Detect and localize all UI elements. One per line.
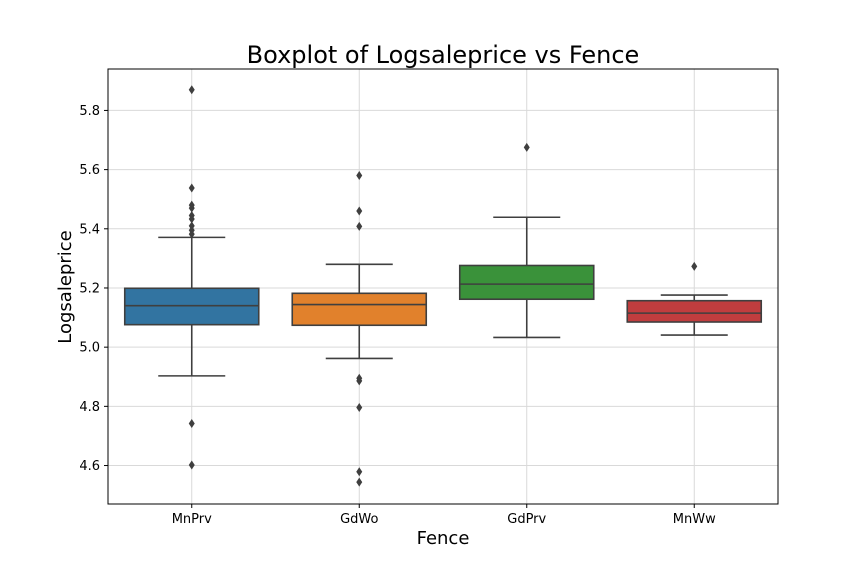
outlier-point	[691, 261, 698, 271]
y-tick-label: 4.6	[79, 459, 100, 474]
x-axis-label: Fence	[417, 528, 470, 549]
y-tick-label: 5.6	[79, 163, 100, 178]
box-group-gdprv	[458, 142, 595, 339]
outlier-point	[356, 467, 363, 477]
x-tick-label-gdwo: GdWo	[340, 512, 378, 527]
box-iqr	[458, 264, 595, 301]
outlier-point	[188, 460, 195, 470]
outlier-point	[356, 477, 363, 487]
y-tick-label: 5.8	[79, 104, 100, 119]
outlier-point	[523, 142, 530, 152]
x-tick-label-mnprv: MnPrv	[172, 512, 212, 527]
outlier-point	[356, 403, 363, 413]
y-axis-label: Logsaleprice	[55, 230, 76, 343]
outlier-point	[188, 183, 195, 193]
y-tick-label: 5.4	[79, 222, 100, 237]
outlier-point	[188, 203, 195, 213]
y-tick-label: 5.0	[79, 341, 100, 356]
tick-layer: 4.6 4.8 5.0 5.2 5.4 5.6 5.8 MnPrv GdWo GdPrv MnWw	[79, 104, 716, 527]
y-tick-label: 4.8	[79, 400, 100, 415]
outlier-point	[356, 221, 363, 231]
outlier-point	[188, 85, 195, 95]
box-group-mnww	[626, 261, 763, 336]
outlier-point	[188, 419, 195, 429]
chart-title: Boxplot of Logsaleprice vs Fence	[247, 41, 640, 69]
box-layer	[123, 85, 763, 487]
outlier-point	[356, 376, 363, 386]
box-iqr	[291, 292, 428, 327]
x-tick-label-mnww: MnWw	[673, 512, 716, 527]
outlier-point	[356, 206, 363, 216]
plot-frame	[107, 68, 779, 505]
box-iqr	[626, 299, 763, 323]
y-tick-label: 5.2	[79, 281, 100, 296]
box-group-gdwo	[291, 171, 428, 487]
outlier-point	[188, 214, 195, 224]
outlier-point	[356, 171, 363, 181]
outlier-point	[188, 229, 195, 239]
box-group-mnprv	[123, 85, 260, 470]
x-tick-label-gdprv: GdPrv	[507, 512, 546, 527]
grid-layer	[108, 69, 778, 504]
